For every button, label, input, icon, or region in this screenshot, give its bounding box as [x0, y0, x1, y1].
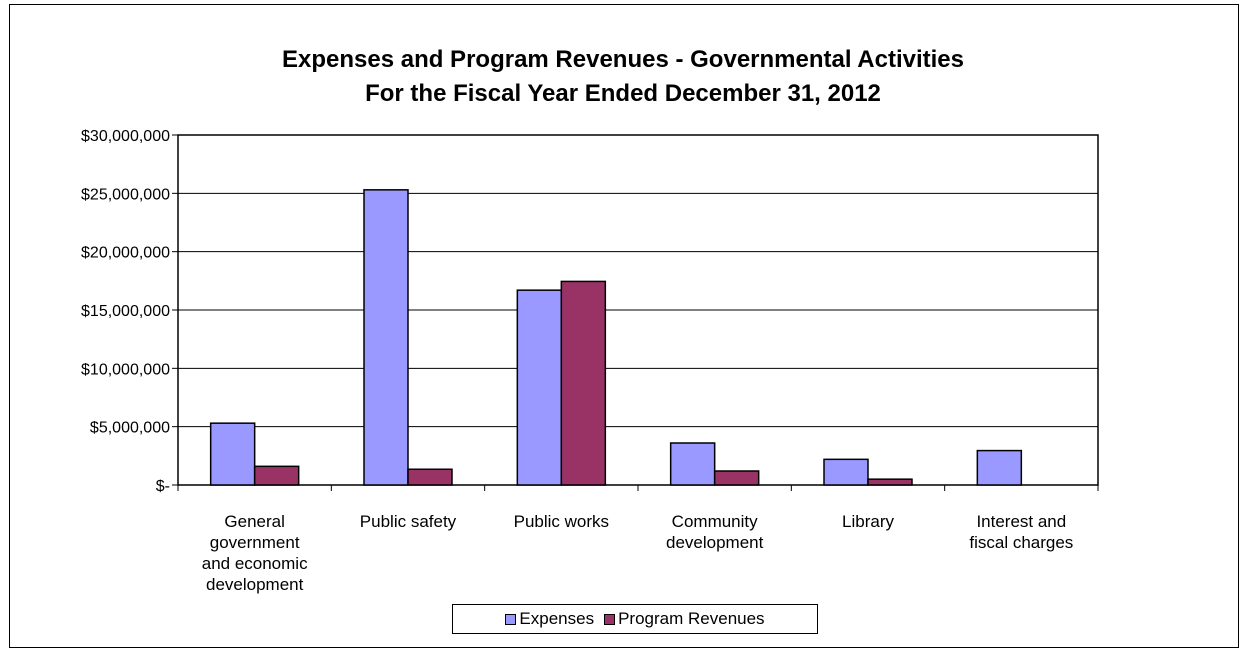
legend-swatch-program-revenues [604, 613, 616, 625]
x-category-label: Interest and fiscal charges [946, 511, 1096, 553]
x-category-label-line: General [224, 512, 285, 531]
bar-expenses [209, 422, 256, 486]
x-category-label-line: fiscal charges [969, 533, 1074, 552]
chart-frame [9, 4, 1239, 648]
x-category-label-line: and economic [201, 554, 308, 573]
bar-program-revenues [407, 468, 453, 486]
y-tick-label: $10,000,000 [81, 361, 170, 378]
x-category-label: Community development [640, 511, 790, 553]
bar-program-revenues [713, 470, 760, 486]
y-tick-label: $20,000,000 [81, 245, 170, 262]
y-tick-label: $25,000,000 [81, 186, 170, 203]
bar-expenses [823, 458, 869, 486]
bar-program-revenues [867, 478, 913, 486]
bar-expenses [516, 289, 563, 486]
y-tick-label: $15,000,000 [81, 303, 170, 320]
x-category-label: Public works [486, 511, 636, 532]
x-category-label-line: development [205, 575, 304, 594]
y-tick-label: $5,000,000 [90, 420, 170, 437]
x-category-label-line: government [209, 533, 300, 552]
x-category-label: General government and economic development [180, 511, 330, 595]
x-category-label-line: development [665, 533, 764, 552]
chart-title-line-1: Expenses and Program Revenues - Governme… [281, 46, 965, 73]
bar-expenses [363, 189, 409, 486]
x-category-label-line: Community [671, 512, 758, 531]
y-tick-label: $- [156, 478, 170, 495]
x-category-label-line: Library [842, 512, 894, 531]
chart-title-line-2: For the Fiscal Year Ended December 31, 2… [365, 80, 881, 107]
x-category-label-line: Public safety [359, 512, 457, 531]
bar-expenses [669, 442, 716, 486]
x-category-label: Library [793, 511, 943, 532]
y-tick-label: $30,000,000 [81, 128, 170, 145]
x-category-label: Public safety [333, 511, 483, 532]
legend-label-expenses: Expenses [519, 609, 595, 628]
bar-program-revenues [560, 280, 607, 486]
legend-item-program-revenues: Program Revenues [604, 609, 765, 629]
legend-swatch-expenses [505, 613, 517, 625]
legend-label-program-revenues: Program Revenues [618, 609, 765, 628]
bar-expenses [976, 449, 1023, 486]
x-category-label-line: Public works [513, 512, 610, 531]
legend-item-expenses: Expenses [505, 609, 594, 629]
bar-program-revenues [253, 465, 300, 486]
chart-legend: Expenses Program Revenues [452, 604, 818, 634]
x-category-label-line: Interest and [976, 512, 1067, 531]
